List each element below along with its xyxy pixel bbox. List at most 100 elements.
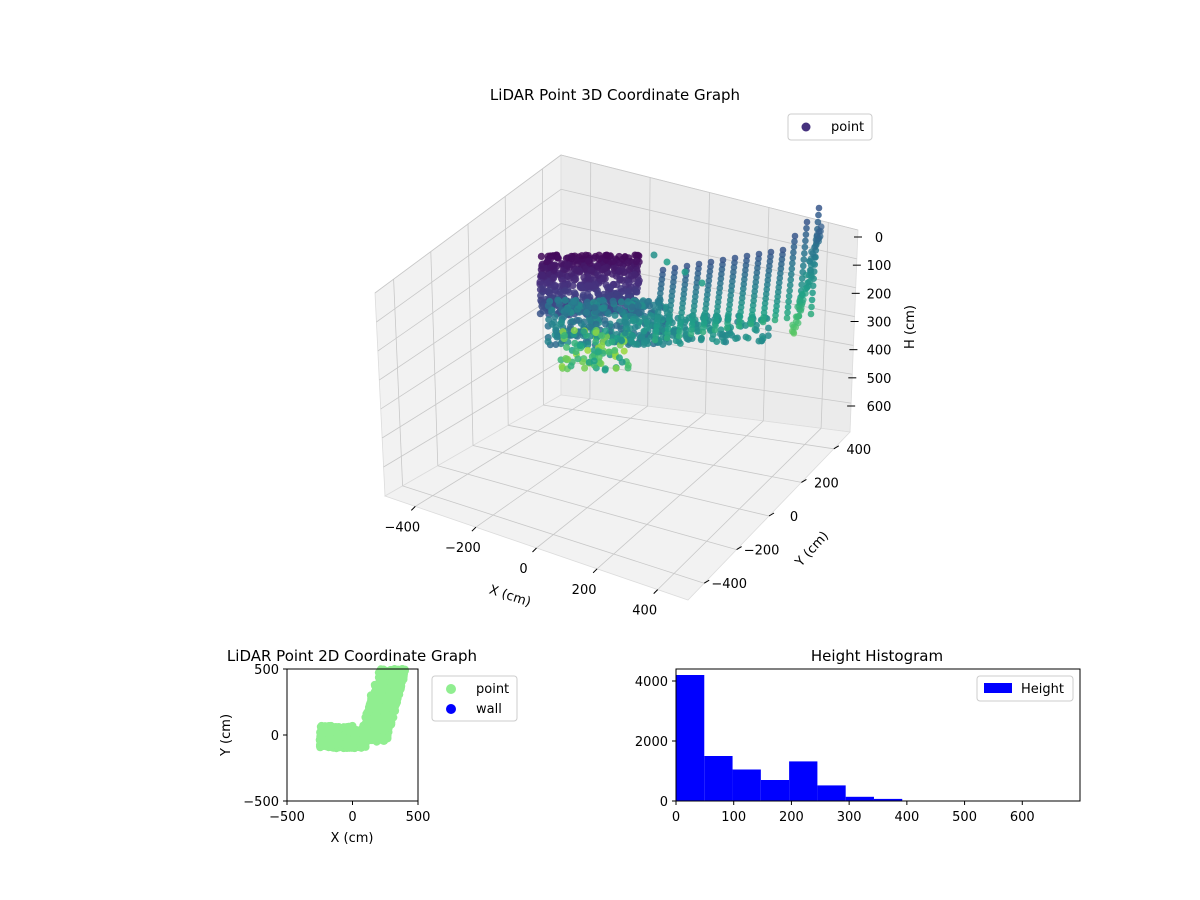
point-3d: [624, 364, 632, 372]
point-3d: [787, 276, 795, 284]
point-3d: [602, 320, 610, 328]
x-axis-label-2d: X (cm): [331, 831, 374, 846]
point-3d: [809, 250, 817, 257]
point-3d: [574, 305, 582, 313]
point-3d: [795, 312, 802, 320]
point-3d: [612, 364, 620, 372]
point-3d: [683, 262, 691, 270]
point-2d: [368, 704, 377, 713]
legend-label-point-2d: point: [476, 682, 509, 697]
histogram-bar: [789, 761, 818, 801]
x-tick-label: −200: [445, 541, 481, 556]
point-3d: [558, 363, 566, 371]
z-tick-label: 300: [867, 316, 892, 331]
point-3d: [817, 223, 825, 231]
point-3d: [765, 324, 772, 332]
y-tick-label-2d: 500: [254, 663, 279, 678]
point-3d: [554, 296, 562, 304]
point-3d: [791, 238, 798, 245]
grid-line-floor-y: [472, 445, 770, 517]
x-tick-label-hist: 100: [721, 810, 746, 825]
point-3d: [617, 298, 625, 306]
point-3d: [784, 303, 792, 311]
point-3d: [545, 316, 553, 324]
x-tick: [410, 506, 416, 511]
point-3d: [646, 302, 654, 310]
chart-3d: LiDAR Point 3D Coordinate Graph 0 100 200 3…: [374, 86, 918, 619]
point-3d: [613, 321, 621, 329]
point-3d: [576, 283, 584, 291]
point-3d: [629, 317, 637, 325]
histogram-bar: [873, 798, 903, 801]
histogram-bars: [676, 675, 1072, 801]
y-tick-label-hist: 4000: [635, 675, 668, 690]
point-3d: [802, 237, 809, 245]
point-3d: [682, 332, 689, 340]
y-tick-label-2d: −500: [243, 795, 279, 810]
y-tick-label: 0: [790, 510, 798, 525]
point-2d: [335, 738, 344, 747]
point-3d: [789, 254, 797, 262]
point-3d: [631, 323, 639, 331]
histogram-title: Height Histogram: [811, 647, 943, 665]
y-tick: [801, 478, 807, 483]
legend-3d: point: [787, 113, 873, 141]
point-3d: [604, 310, 612, 318]
point-3d: [755, 337, 763, 345]
grid-line-wall-h-left: [379, 257, 562, 381]
point-3d: [544, 257, 552, 266]
y-tick-label: 200: [814, 476, 839, 491]
y-tick: [833, 445, 840, 450]
point-3d: [647, 312, 655, 320]
point-3d: [556, 271, 564, 279]
x-tick-label-2d: −500: [269, 810, 305, 825]
point-3d: [731, 254, 739, 262]
point-3d: [601, 264, 609, 273]
point-3d: [598, 332, 606, 340]
point-3d: [798, 290, 806, 298]
point-3d: [550, 282, 559, 290]
point-3d: [616, 306, 624, 314]
grid-line-wall-h-left: [374, 154, 562, 294]
y-tick-label: −400: [711, 577, 747, 592]
point-3d: [621, 318, 629, 326]
point-3d: [809, 289, 816, 297]
point-3d: [606, 284, 614, 293]
point-3d: [743, 252, 751, 260]
point-3d: [755, 250, 763, 258]
point-3d: [798, 281, 805, 288]
legend-histogram: Height: [976, 675, 1074, 702]
point-3d: [574, 355, 582, 363]
histogram-bar: [760, 780, 790, 801]
point-3d: [719, 256, 727, 264]
point-2d: [381, 708, 390, 717]
y-tick: [736, 546, 742, 551]
x-tick: [592, 568, 598, 574]
point-3d: [595, 353, 603, 361]
point-3d: [571, 339, 579, 347]
point-3d: [698, 279, 706, 287]
point-3d: [669, 332, 677, 339]
point-3d: [634, 279, 643, 287]
grid-line-floor-y: [508, 424, 802, 483]
x-tick-label-hist: 0: [672, 810, 680, 825]
point-3d: [783, 314, 791, 322]
x-tick-label-2d: 0: [348, 810, 356, 825]
ticks-2d: −500−500 0 0 500 500: [243, 663, 430, 825]
point-3d: [601, 366, 609, 374]
point-3d: [615, 252, 623, 261]
histogram-bar: [845, 796, 874, 801]
point-3d: [543, 279, 551, 287]
point-3d: [544, 338, 552, 346]
histogram-bar: [704, 756, 733, 801]
point-3d: [628, 303, 636, 311]
point-3d: [786, 281, 794, 289]
point-3d: [584, 273, 592, 281]
point-3d: [584, 257, 593, 265]
ticks-histogram: 0 100 200 300 400 500 600 0 2000 4000: [635, 675, 1035, 825]
point-3d: [624, 287, 632, 296]
point-3d: [561, 331, 569, 339]
point-3d: [567, 362, 575, 370]
point-3d: [621, 253, 629, 261]
